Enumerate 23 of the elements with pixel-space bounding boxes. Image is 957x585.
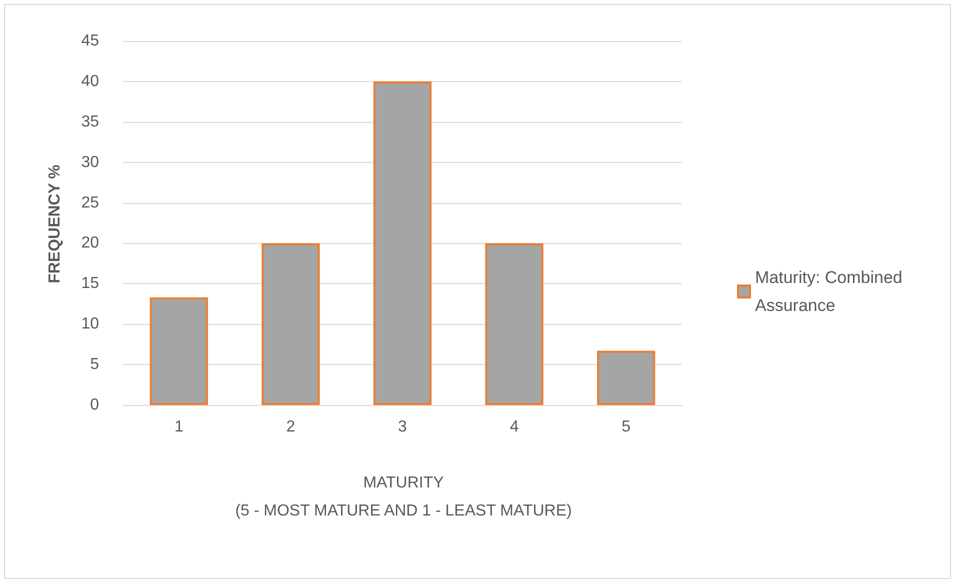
y-tick-label: 20 (81, 234, 100, 252)
bar (373, 81, 432, 405)
y-axis-title: FREQUENCY % (46, 164, 64, 284)
x-tick-label: 2 (286, 418, 296, 436)
y-tick-label: 15 (81, 275, 100, 292)
bar (262, 243, 320, 405)
y-tick-label: 45 (81, 32, 100, 50)
y-tick-label: 25 (81, 194, 100, 212)
legend-label: Maturity: Combined Assurance (755, 268, 908, 315)
y-tick-label: 30 (81, 154, 100, 171)
x-tick-label: 4 (510, 418, 519, 436)
bar (150, 297, 208, 405)
x-axis-title: MATURITY (5 - MOST MATURE AND 1 - LEAST MATURE) (235, 474, 572, 520)
y-tick-label: 5 (90, 356, 100, 374)
y-tick-label: 40 (81, 72, 100, 90)
bar (597, 350, 656, 405)
x-tick-label: 5 (622, 418, 631, 436)
y-tick-label: 10 (81, 316, 100, 333)
bar (485, 243, 544, 405)
x-tick-label: 1 (174, 418, 184, 436)
x-tick-label: 3 (398, 418, 408, 436)
y-tick-label: 35 (81, 113, 100, 130)
y-tick-label: 0 (90, 396, 100, 414)
